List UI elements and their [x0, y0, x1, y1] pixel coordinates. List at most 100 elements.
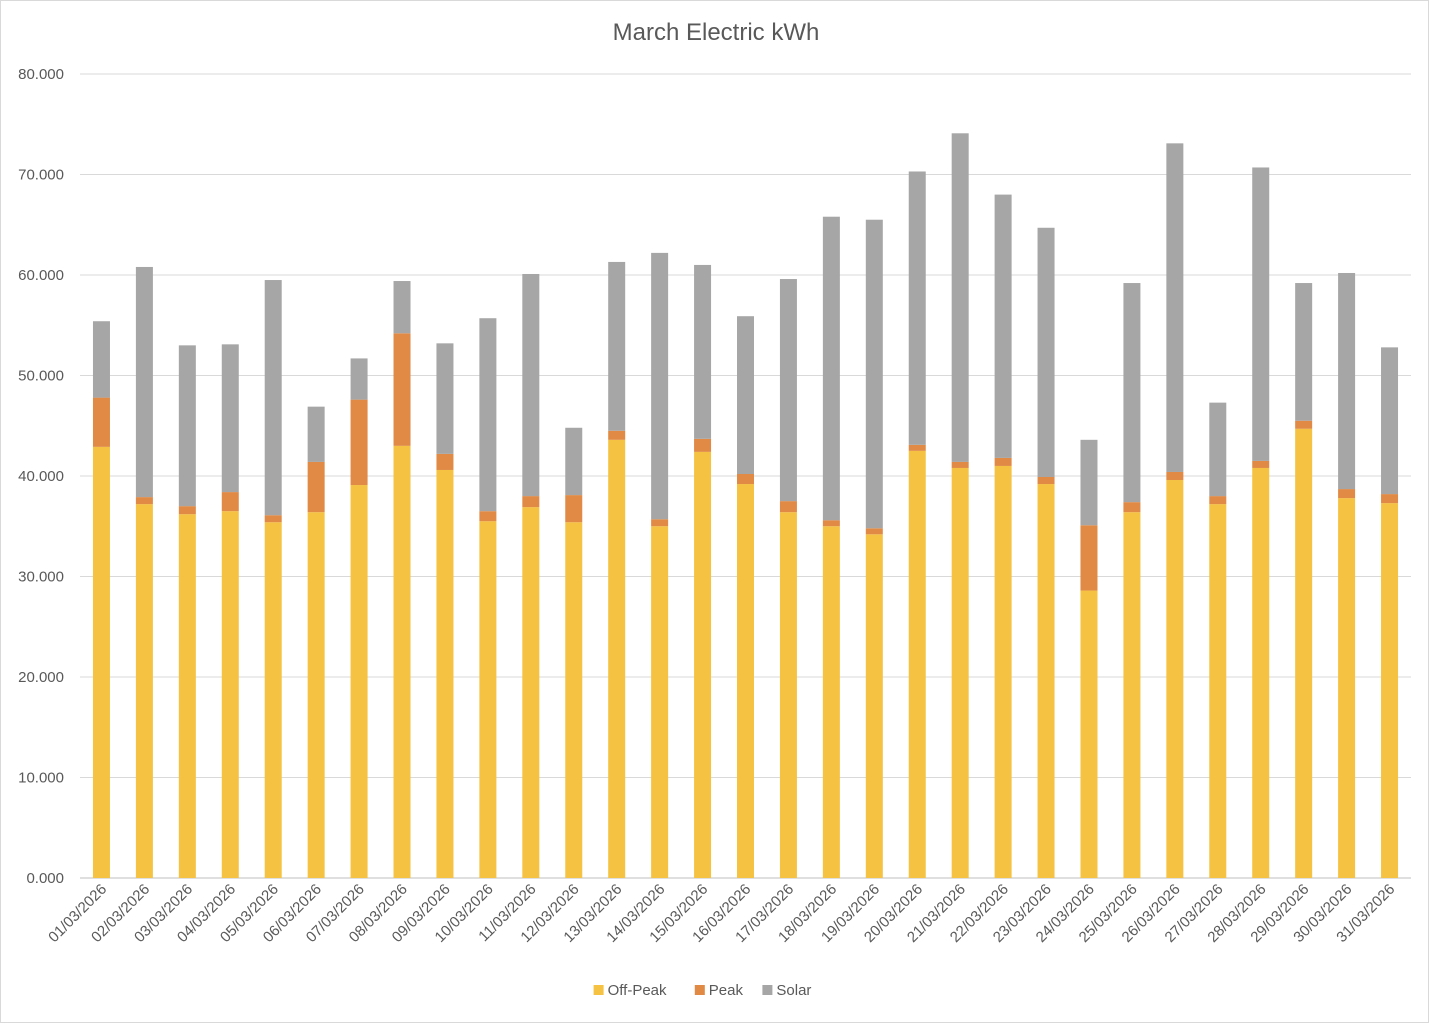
bar-off-peak-28-03-2026 — [1252, 467, 1270, 878]
bar-solar-28-03-2026 — [1252, 167, 1270, 461]
bar-off-peak-20-03-2026 — [908, 450, 926, 878]
legend-label-off-peak: Off-Peak — [608, 982, 667, 999]
x-axis-tick-labels: 01/03/202602/03/202603/03/202604/03/2026… — [45, 881, 1398, 946]
bar-solar-18-03-2026 — [822, 216, 840, 521]
bar-peak-10-03-2026 — [479, 511, 497, 522]
bars — [92, 133, 1399, 878]
bar-peak-28-03-2026 — [1252, 460, 1270, 468]
bar-peak-13-03-2026 — [608, 430, 626, 440]
bar-solar-07-03-2026 — [350, 358, 368, 400]
bar-peak-23-03-2026 — [1037, 477, 1055, 485]
bar-solar-22-03-2026 — [994, 194, 1012, 458]
bar-peak-04-03-2026 — [221, 492, 239, 512]
bar-solar-11-03-2026 — [522, 273, 540, 497]
bar-solar-17-03-2026 — [779, 279, 797, 502]
bar-solar-15-03-2026 — [694, 264, 712, 439]
bar-solar-24-03-2026 — [1080, 439, 1098, 526]
bar-peak-15-03-2026 — [694, 438, 712, 452]
bar-off-peak-18-03-2026 — [822, 526, 840, 878]
chart-title: March Electric kWh — [613, 19, 820, 46]
legend-label-solar: Solar — [776, 982, 811, 999]
bar-solar-30-03-2026 — [1338, 272, 1356, 490]
y-tick-label: 10.000 — [18, 770, 64, 787]
bar-solar-20-03-2026 — [908, 171, 926, 445]
bar-peak-01-03-2026 — [92, 397, 110, 447]
bar-solar-02-03-2026 — [135, 266, 153, 498]
bar-off-peak-16-03-2026 — [737, 484, 754, 878]
bar-peak-20-03-2026 — [908, 444, 926, 451]
bar-peak-21-03-2026 — [951, 461, 969, 468]
bar-solar-13-03-2026 — [608, 261, 626, 431]
bar-peak-30-03-2026 — [1338, 489, 1356, 499]
bar-off-peak-27-03-2026 — [1209, 504, 1227, 878]
bar-solar-19-03-2026 — [865, 219, 883, 529]
bar-peak-09-03-2026 — [436, 453, 454, 470]
legend-swatch-peak — [694, 985, 705, 995]
bar-off-peak-05-03-2026 — [264, 522, 282, 878]
bar-solar-16-03-2026 — [737, 316, 754, 474]
bar-off-peak-26-03-2026 — [1166, 480, 1184, 878]
bar-off-peak-17-03-2026 — [779, 512, 797, 878]
bar-off-peak-11-03-2026 — [522, 507, 540, 878]
y-tick-label: 70.000 — [18, 167, 64, 184]
bar-off-peak-13-03-2026 — [608, 439, 626, 878]
bar-peak-03-03-2026 — [178, 506, 196, 515]
y-tick-label: 60.000 — [18, 267, 64, 284]
legend-swatch-off-peak — [593, 985, 604, 995]
bar-solar-14-03-2026 — [651, 252, 669, 520]
bar-peak-26-03-2026 — [1166, 471, 1184, 481]
bar-solar-01-03-2026 — [92, 321, 110, 398]
bar-off-peak-24-03-2026 — [1080, 590, 1098, 878]
bar-peak-25-03-2026 — [1123, 502, 1141, 513]
y-tick-label: 50.000 — [18, 368, 64, 385]
bar-off-peak-12-03-2026 — [565, 522, 583, 878]
bar-off-peak-29-03-2026 — [1295, 428, 1313, 878]
bar-solar-06-03-2026 — [307, 406, 325, 462]
bar-off-peak-21-03-2026 — [951, 467, 969, 878]
legend: Off-Peak Peak Solar — [593, 982, 811, 999]
bar-peak-02-03-2026 — [135, 497, 153, 505]
bar-off-peak-02-03-2026 — [135, 504, 153, 878]
bar-off-peak-04-03-2026 — [221, 511, 239, 878]
bar-solar-12-03-2026 — [565, 427, 583, 496]
bar-peak-17-03-2026 — [779, 501, 797, 513]
bar-off-peak-25-03-2026 — [1123, 512, 1141, 878]
bar-off-peak-08-03-2026 — [393, 445, 411, 878]
bar-peak-16-03-2026 — [737, 473, 754, 485]
bar-off-peak-03-03-2026 — [178, 514, 196, 878]
y-axis-tick-labels: 0.000 10.000 20.000 30.000 40.000 50.000 60.00… — [18, 66, 64, 887]
bar-solar-03-03-2026 — [178, 345, 196, 507]
bar-peak-07-03-2026 — [350, 399, 368, 486]
bar-peak-29-03-2026 — [1295, 420, 1313, 429]
bar-solar-27-03-2026 — [1209, 402, 1227, 497]
bar-solar-23-03-2026 — [1037, 227, 1055, 478]
bar-solar-10-03-2026 — [479, 318, 497, 512]
y-tick-label: 0.000 — [26, 870, 64, 887]
bar-off-peak-07-03-2026 — [350, 485, 368, 878]
bar-off-peak-23-03-2026 — [1037, 484, 1055, 878]
y-tick-label: 40.000 — [18, 468, 64, 485]
bar-solar-05-03-2026 — [264, 280, 282, 516]
bar-peak-05-03-2026 — [264, 515, 282, 523]
bar-solar-26-03-2026 — [1166, 143, 1184, 472]
bar-peak-31-03-2026 — [1381, 494, 1399, 504]
bar-off-peak-15-03-2026 — [694, 451, 712, 878]
bar-solar-09-03-2026 — [436, 343, 454, 454]
bar-peak-27-03-2026 — [1209, 496, 1227, 505]
bar-peak-06-03-2026 — [307, 461, 325, 513]
bar-solar-31-03-2026 — [1381, 347, 1399, 495]
bar-peak-12-03-2026 — [565, 495, 583, 523]
bar-off-peak-01-03-2026 — [92, 446, 110, 878]
bar-off-peak-09-03-2026 — [436, 469, 454, 878]
bar-off-peak-22-03-2026 — [994, 465, 1012, 878]
bar-off-peak-31-03-2026 — [1381, 503, 1399, 878]
y-tick-label: 80.000 — [18, 66, 64, 83]
legend-swatch-solar — [762, 985, 773, 995]
bar-peak-14-03-2026 — [651, 519, 669, 527]
bar-peak-08-03-2026 — [393, 333, 411, 446]
bar-solar-29-03-2026 — [1295, 283, 1313, 421]
y-tick-label: 20.000 — [18, 669, 64, 686]
bar-solar-21-03-2026 — [951, 133, 969, 462]
bar-peak-11-03-2026 — [522, 496, 540, 508]
